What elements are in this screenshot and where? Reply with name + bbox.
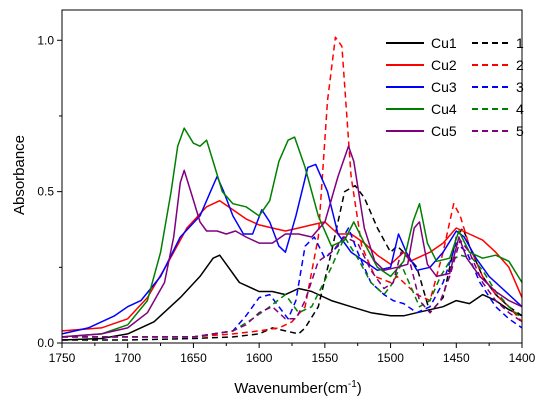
axes-group: 1750 1700 1650 1600 1550 1500 1450 1400 0.0 0.5 1.… [37,9,536,365]
series-line-2 [62,36,523,338]
x-tick-label: 1600 [246,351,273,365]
y-tick-label: 0.0 [37,336,54,350]
legend-label-1: 1 [516,35,524,51]
legend-label-2: 2 [516,57,524,73]
series-line-cu2 [61,199,523,332]
series-group [61,36,523,341]
legend-label-cu1: Cu1 [431,35,457,51]
x-tick-label: 1700 [114,351,141,365]
y-tick-label: 1.0 [37,33,54,47]
x-tick-label: 1750 [49,351,76,365]
legend-label-cu4: Cu4 [431,101,457,117]
x-tick-label: 1450 [443,351,470,365]
series-line-3 [62,227,523,338]
x-axis-title-main: Wavenumber(cm [234,380,348,397]
legend-label-cu3: Cu3 [431,79,457,95]
series-line-cu5 [61,145,523,338]
x-axis-title: Wavenumber(cm-1) [234,379,362,397]
y-axis-title: Absorbance [11,135,28,215]
series-line-cu4 [61,127,523,338]
x-tick-label: 1550 [312,351,339,365]
legend-label-cu2: Cu2 [431,57,457,73]
x-tick-label: 1650 [180,351,207,365]
legend-label-cu5: Cu5 [431,123,457,139]
x-axis-title-suffix: ) [357,380,362,397]
legend-label-5: 5 [516,123,524,139]
series-line-cu3 [61,163,523,335]
series-line-1 [62,184,523,341]
series-line-4 [62,236,523,338]
legend: Cu1 1 Cu2 2 Cu3 3 Cu4 4 Cu5 5 [386,35,524,139]
y-tick-label: 0.5 [37,185,54,199]
series-line-cu1 [61,254,523,341]
x-axis-title-superscript: -1 [348,379,357,390]
legend-label-3: 3 [516,79,524,95]
x-tick-label: 1500 [377,351,404,365]
legend-label-4: 4 [516,101,524,117]
x-tick-label: 1400 [509,351,536,365]
